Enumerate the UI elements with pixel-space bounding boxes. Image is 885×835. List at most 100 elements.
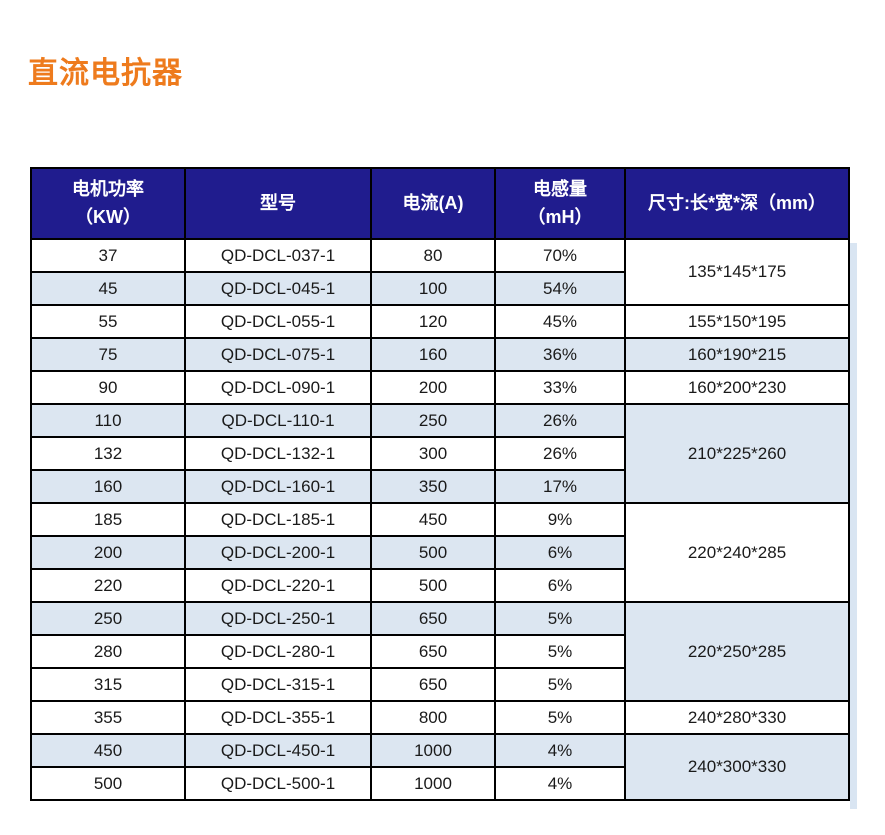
power-cell: 55: [30, 304, 186, 339]
inductance-cell: 26%: [494, 436, 626, 471]
current-cell: 650: [370, 634, 496, 669]
table-row: 185 QD-DCL-185-1 450 9% 220*240*285: [30, 502, 850, 603]
current-cell: 650: [370, 667, 496, 702]
power-cell: 132: [30, 436, 186, 471]
table-row: 200 QD-DCL-200-1 500 6%: [30, 535, 849, 570]
table-row: 220 QD-DCL-220-1 500 6%: [30, 568, 849, 603]
model-cell: QD-DCL-160-1: [184, 469, 372, 504]
power-cell: 200: [30, 535, 186, 570]
inductance-cell: 5%: [494, 700, 626, 735]
model-cell: QD-DCL-037-1: [184, 238, 372, 273]
model-cell: QD-DCL-355-1: [184, 700, 372, 735]
table-row: 132 QD-DCL-132-1 300 26%: [30, 436, 849, 471]
inductance-cell: 4%: [494, 766, 626, 801]
table-row: 110 QD-DCL-110-1 250 26% 210*225*260: [30, 403, 850, 504]
inductance-cell: 45%: [494, 304, 626, 339]
model-cell: QD-DCL-280-1: [184, 634, 372, 669]
inductance-cell: 5%: [494, 667, 626, 702]
model-cell: QD-DCL-250-1: [184, 601, 372, 636]
model-cell: QD-DCL-500-1: [184, 766, 372, 801]
inductance-cell: 6%: [494, 535, 626, 570]
table-row: 280 QD-DCL-280-1 650 5%: [30, 634, 849, 669]
table-row: 250 QD-DCL-250-1 650 5% 220*250*285: [30, 601, 850, 702]
table-row: 55 QD-DCL-055-1 120 45% 155*150*195: [30, 304, 850, 339]
dimensions-cell: 210*225*260: [624, 403, 850, 504]
table-row: 75 QD-DCL-075-1 160 36% 160*190*215: [30, 337, 850, 372]
power-cell: 75: [30, 337, 186, 372]
model-cell: QD-DCL-315-1: [184, 667, 372, 702]
header-model: 型号: [184, 167, 372, 240]
power-cell: 37: [30, 238, 186, 273]
inductance-cell: 5%: [494, 634, 626, 669]
model-cell: QD-DCL-045-1: [184, 271, 372, 306]
power-cell: 315: [30, 667, 186, 702]
table-row: 160 QD-DCL-160-1 350 17%: [30, 469, 849, 504]
power-cell: 110: [30, 403, 186, 438]
power-cell: 250: [30, 601, 186, 636]
inductance-cell: 70%: [494, 238, 626, 273]
current-cell: 250: [370, 403, 496, 438]
current-cell: 200: [370, 370, 496, 405]
dimensions-cell: 240*300*330: [624, 733, 850, 801]
power-cell: 500: [30, 766, 186, 801]
dimensions-cell: 135*145*175: [624, 238, 850, 306]
inductance-cell: 4%: [494, 733, 626, 768]
power-cell: 90: [30, 370, 186, 405]
model-cell: QD-DCL-200-1: [184, 535, 372, 570]
model-cell: QD-DCL-090-1: [184, 370, 372, 405]
table-row: 45 QD-DCL-045-1 100 54%: [30, 271, 849, 306]
model-cell: QD-DCL-450-1: [184, 733, 372, 768]
power-cell: 450: [30, 733, 186, 768]
power-cell: 45: [30, 271, 186, 306]
table-row: 500 QD-DCL-500-1 1000 4%: [30, 766, 849, 801]
header-row: 电机功率 （KW） 型号 电流(A) 电感量 （mH） 尺寸:长*宽*深（mm）: [30, 167, 850, 240]
dimensions-cell: 155*150*195: [624, 304, 850, 339]
dimensions-cell: 240*280*330: [624, 700, 850, 735]
inductance-cell: 26%: [494, 403, 626, 438]
inductance-cell: 9%: [494, 502, 626, 537]
inductance-cell: 5%: [494, 601, 626, 636]
dimensions-cell: 160*200*230: [624, 370, 850, 405]
current-cell: 450: [370, 502, 496, 537]
model-cell: QD-DCL-220-1: [184, 568, 372, 603]
power-cell: 280: [30, 634, 186, 669]
table-header: 电机功率 （KW） 型号 电流(A) 电感量 （mH） 尺寸:长*宽*深（mm）: [30, 167, 850, 240]
inductance-cell: 6%: [494, 568, 626, 603]
power-cell: 355: [30, 700, 186, 735]
current-cell: 500: [370, 568, 496, 603]
table-row: 37 QD-DCL-037-1 80 70% 135*145*175: [30, 238, 850, 306]
dimensions-cell: 160*190*215: [624, 337, 850, 372]
dimensions-cell: 220*250*285: [624, 601, 850, 702]
header-dimensions: 尺寸:长*宽*深（mm）: [624, 167, 850, 240]
current-cell: 1000: [370, 733, 496, 768]
dc-reactor-spec-table: 电机功率 （KW） 型号 电流(A) 电感量 （mH） 尺寸:长*宽*深（mm）…: [30, 167, 850, 801]
current-cell: 300: [370, 436, 496, 471]
current-cell: 100: [370, 271, 496, 306]
power-cell: 160: [30, 469, 186, 504]
table-row: 90 QD-DCL-090-1 200 33% 160*200*230: [30, 370, 850, 405]
power-cell: 220: [30, 568, 186, 603]
current-cell: 160: [370, 337, 496, 372]
inductance-cell: 36%: [494, 337, 626, 372]
table-row: 450 QD-DCL-450-1 1000 4% 240*300*330: [30, 733, 850, 801]
dimensions-cell: 220*240*285: [624, 502, 850, 603]
current-cell: 350: [370, 469, 496, 504]
model-cell: QD-DCL-075-1: [184, 337, 372, 372]
page-title: 直流电抗器: [28, 57, 183, 90]
header-motor-power: 电机功率 （KW）: [30, 167, 186, 240]
table-row: 315 QD-DCL-315-1 650 5%: [30, 667, 849, 702]
table-body: 37 QD-DCL-037-1 80 70% 135*145*175 45 QD…: [30, 238, 850, 801]
model-cell: QD-DCL-110-1: [184, 403, 372, 438]
current-cell: 80: [370, 238, 496, 273]
current-cell: 650: [370, 601, 496, 636]
header-current: 电流(A): [370, 167, 496, 240]
model-cell: QD-DCL-132-1: [184, 436, 372, 471]
current-cell: 800: [370, 700, 496, 735]
current-cell: 500: [370, 535, 496, 570]
inductance-cell: 33%: [494, 370, 626, 405]
model-cell: QD-DCL-185-1: [184, 502, 372, 537]
current-cell: 120: [370, 304, 496, 339]
inductance-cell: 54%: [494, 271, 626, 306]
header-inductance: 电感量 （mH）: [494, 167, 626, 240]
